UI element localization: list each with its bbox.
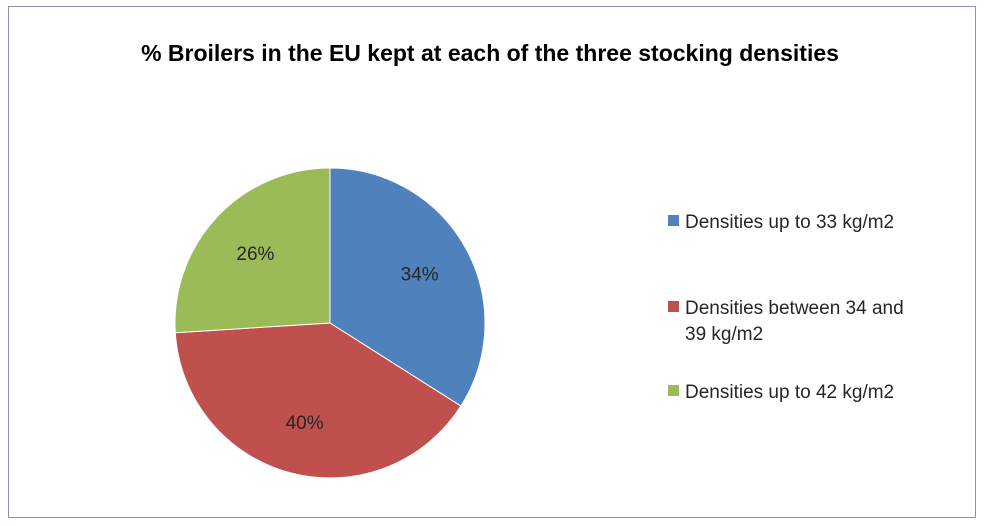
pie-data-label-3: 26% xyxy=(236,244,274,265)
legend-swatch-3 xyxy=(668,385,679,396)
pie-data-labels: 34% 40% 26% xyxy=(236,244,438,434)
pie-slice-2 xyxy=(174,322,462,479)
legend-label-1: Densities up to 33 kg/m2 xyxy=(685,212,895,233)
legend-swatch-2 xyxy=(668,301,679,312)
chart-frame xyxy=(8,6,976,518)
pie-slices xyxy=(174,167,486,479)
chart-title: % Broilers in the EU kept at each of the… xyxy=(141,40,839,66)
pie-slice-1 xyxy=(329,167,486,407)
pie-data-label-1: 34% xyxy=(401,265,439,286)
legend-label-3: Densities up to 42 kg/m2 xyxy=(685,382,895,403)
pie-slice-3 xyxy=(174,167,331,334)
legend-label-2: Densities between 34 and 39 kg/m2 xyxy=(685,298,904,345)
pie-data-label-2: 40% xyxy=(286,413,324,434)
legend-swatch-1 xyxy=(668,215,679,226)
